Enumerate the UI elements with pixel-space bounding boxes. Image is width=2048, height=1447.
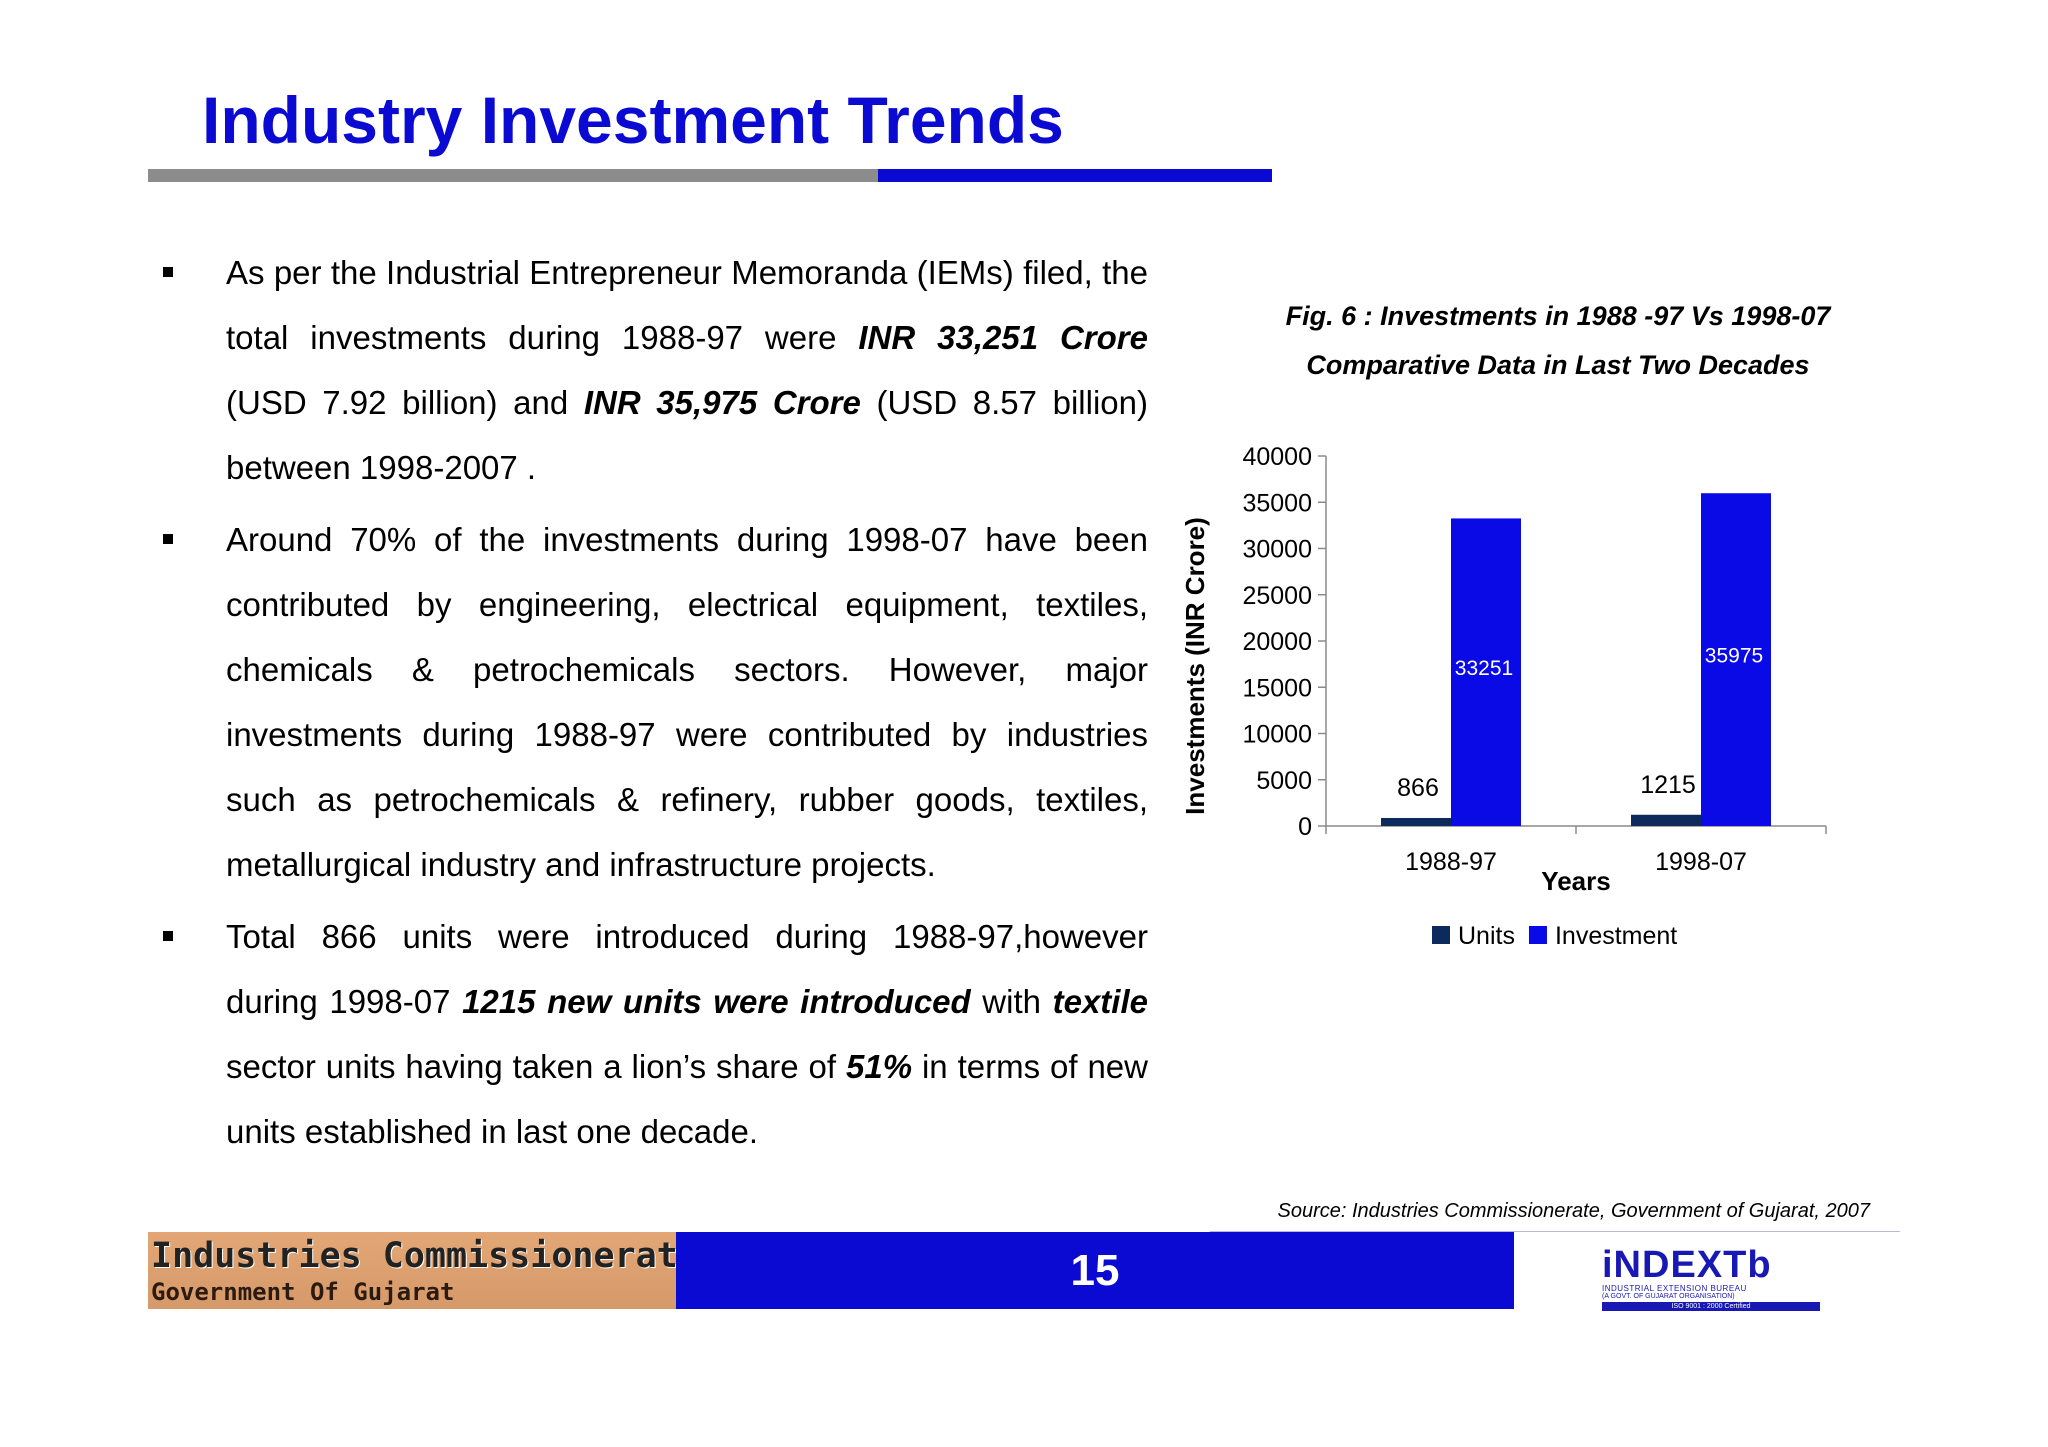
bullet-segment: (USD 8.57 billion) between 1998-2007 . [226, 384, 1148, 486]
legend-swatch-investment [1528, 926, 1547, 944]
y-tick-label: 0 [1298, 813, 1312, 841]
logo-wordmark: iNDEXTb [1602, 1244, 1772, 1286]
bullet-emphasis: 1215 new units were introduced [462, 983, 971, 1020]
logo-certification: ISO 9001 : 2000 Certified [1602, 1302, 1820, 1311]
bar-units-1988-97 [1381, 817, 1451, 826]
bullet-segment: (USD 7.92 billion) and [226, 384, 584, 421]
legend-label-investment: Investment [1555, 922, 1677, 950]
logo-tagline: INDUSTRIAL EXTENSION BUREAU [1602, 1284, 1747, 1293]
logo-subtagline: (A GOVT. OF GUJARAT ORGANISATION) [1602, 1293, 1735, 1300]
data-label-investment: 33251 [1455, 657, 1513, 680]
x-axis-title: Years [1541, 866, 1610, 896]
bullet-text: As per the Industrial Entrepreneur Memor… [226, 240, 1148, 500]
bullet-item: Total 866 units were introduced during 1… [158, 904, 1148, 1164]
y-tick-label: 35000 [1242, 489, 1312, 517]
footer-organization-banner: Industries Commissionerate Government Of… [148, 1232, 699, 1309]
legend-label-units: Units [1458, 922, 1515, 950]
bullet-item: As per the Industrial Entrepreneur Memor… [158, 240, 1148, 500]
figure-caption-line2: Comparative Data in Last Two Decades [1306, 350, 1810, 380]
x-tick-label: 1988-97 [1405, 848, 1497, 876]
y-tick-label: 10000 [1242, 721, 1312, 749]
bullet-segment: Around 70% of the investments during 199… [226, 521, 1148, 883]
bullet-emphasis: textile [1052, 983, 1148, 1020]
figure-caption: Fig. 6 : Investments in 1988 -97 Vs 1998… [1208, 292, 1908, 390]
source-note: Source: Industries Commissionerate, Gove… [1277, 1200, 1871, 1222]
bar-investment-1998-07 [1701, 493, 1771, 826]
page-title: Industry Investment Trends [202, 83, 1064, 157]
bullet-list: As per the Industrial Entrepreneur Memor… [158, 240, 1148, 1171]
bar-investment-1988-97 [1451, 518, 1521, 826]
bullet-text: Around 70% of the investments during 199… [226, 507, 1148, 897]
y-tick-label: 40000 [1242, 443, 1312, 471]
bullet-emphasis: INR 33,251 Crore [858, 319, 1148, 356]
investment-bar-chart: 0 5000 10000 15000 20000 25000 30000 35000 40000… [1180, 443, 1827, 950]
y-axis-title: Investments (INR Crore) [1180, 517, 1210, 815]
legend-swatch-units [1432, 926, 1450, 944]
source-divider [1210, 1231, 1900, 1232]
y-tick-label: 30000 [1242, 536, 1312, 564]
footer-org-subtitle: Government Of Gujarat [151, 1278, 455, 1306]
bar-units-1998-07 [1631, 814, 1701, 826]
bullet-segment: with [970, 983, 1053, 1020]
page-number: 15 [1070, 1246, 1120, 1295]
bullet-segment: Total 866 units were introduced during 1… [226, 918, 1148, 1020]
bullet-segment: As per the Industrial Entrepreneur Memor… [226, 254, 1148, 356]
figure-caption-line1: Fig. 6 : Investments in 1988 -97 Vs 1998… [1285, 301, 1831, 331]
bullet-square-icon [163, 931, 173, 941]
indextb-logo: iNDEXTb INDUSTRIAL EXTENSION BUREAU (A G… [1598, 1244, 1828, 1311]
data-label-investment: 35975 [1705, 645, 1763, 668]
bullet-segment: in terms of new units established in las… [226, 1048, 1148, 1150]
y-tick-label: 25000 [1242, 582, 1312, 610]
bullet-emphasis: INR 35,975 Crore [583, 384, 861, 421]
title-underline-gray [148, 169, 878, 182]
bullet-item: Around 70% of the investments during 199… [158, 507, 1148, 897]
bullet-emphasis: 51% [845, 1048, 913, 1085]
bullet-text: Total 866 units were introduced during 1… [226, 904, 1148, 1164]
y-tick-label: 5000 [1256, 767, 1312, 795]
data-label-units: 866 [1397, 774, 1439, 802]
footer-org-name: Industries Commissionerate [151, 1236, 699, 1276]
y-tick-label: 15000 [1242, 674, 1312, 702]
title-underline-blue [878, 169, 1272, 182]
bullet-square-icon [163, 534, 173, 544]
data-label-units: 1215 [1640, 771, 1696, 799]
bullet-square-icon [163, 267, 173, 277]
y-tick-label: 20000 [1242, 628, 1312, 656]
footer-bar: 15 [676, 1232, 1514, 1309]
bullet-segment: sector units having taken a lion’s share… [226, 1048, 846, 1085]
x-tick-label: 1998-07 [1655, 848, 1747, 876]
